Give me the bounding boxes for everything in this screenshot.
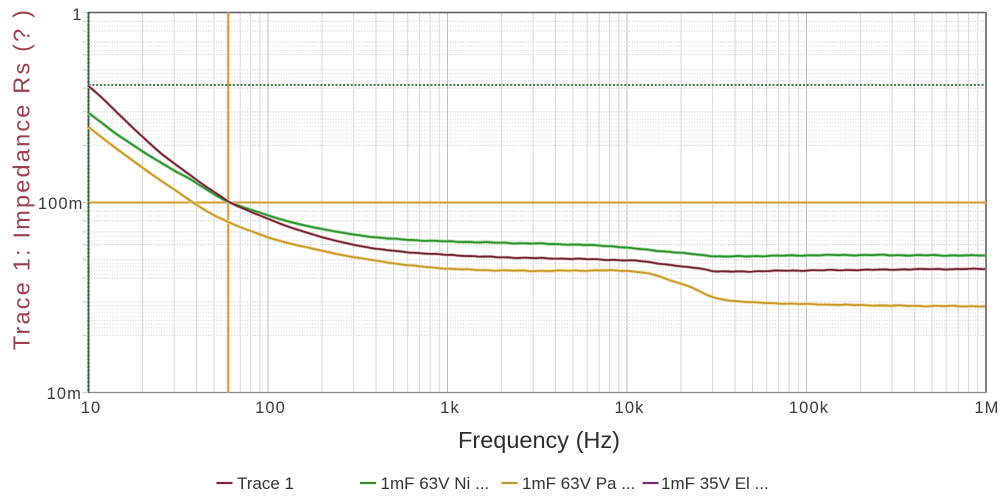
svg-text:Trace 1: Trace 1	[237, 474, 294, 493]
svg-text:100m: 100m	[38, 195, 84, 213]
svg-text:10: 10	[81, 399, 102, 417]
svg-text:1M: 1M	[974, 399, 999, 417]
svg-text:1k: 1k	[440, 399, 460, 417]
svg-text:1mF 35V El ...: 1mF 35V El ...	[661, 474, 769, 493]
svg-text:1mF 63V Pa ...: 1mF 63V Pa ...	[522, 474, 635, 493]
svg-text:Frequency (Hz): Frequency (Hz)	[458, 427, 620, 453]
svg-text:Trace 1: Impedance Rs (? ): Trace 1: Impedance Rs (? )	[9, 8, 35, 350]
svg-text:10k: 10k	[615, 399, 645, 417]
svg-text:1: 1	[72, 6, 82, 24]
svg-text:100k: 100k	[789, 399, 829, 417]
svg-text:10m: 10m	[47, 385, 82, 403]
svg-text:100: 100	[255, 399, 286, 417]
svg-text:1mF 63V Ni ...: 1mF 63V Ni ...	[381, 474, 490, 493]
